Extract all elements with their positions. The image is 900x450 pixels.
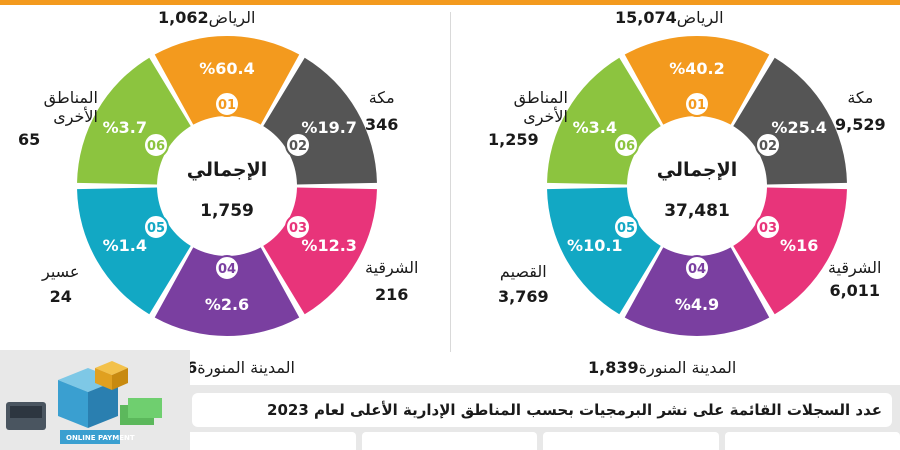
center-title: الإجمالي xyxy=(187,159,268,181)
slice-number-badge xyxy=(214,91,240,117)
slice-number-badge xyxy=(684,91,710,117)
slice-percent-label: %2.6 xyxy=(205,295,249,314)
left-label-others: المناطق الأخرى 65 xyxy=(18,88,98,149)
right-label-qassim: القصيم 3,769 xyxy=(498,262,549,306)
center-total: 1,759 xyxy=(200,201,254,221)
slice-number-label: 05 xyxy=(147,221,165,236)
slice-number-label: 06 xyxy=(147,139,165,154)
right-label-sharqiya: الشرقية 6,011 xyxy=(828,258,882,300)
slice-number-label: 01 xyxy=(688,98,706,113)
slice-number-badge xyxy=(285,214,312,240)
footer-strip-cell xyxy=(361,432,537,450)
slice-number-badge xyxy=(142,214,169,240)
left-donut-chart: %60.4 01 %19.7 02 %12.303 %2.6 04 %1.405 %3.706 ا… xyxy=(77,36,377,336)
left-label-sharqiya: الشرقية 216 xyxy=(365,258,419,304)
footer-strip-cell xyxy=(543,432,719,450)
slice-number-label: 03 xyxy=(289,221,307,236)
online-payment-badge: ONLINE PAYMENT xyxy=(66,434,135,442)
slice-number-badge xyxy=(612,214,639,240)
slice-number-label: 04 xyxy=(688,262,706,277)
slice-percent-label: %60.4 xyxy=(199,59,255,78)
right-label-madinah: المدينة المنورة1,839 xyxy=(588,358,737,377)
right-label-riyadh: الرياض15,074 xyxy=(615,8,724,27)
donut-center xyxy=(159,118,295,254)
donut-slice xyxy=(624,36,770,125)
slice-percent-label: %4.9 xyxy=(675,295,719,314)
slice-number-label: 06 xyxy=(617,139,635,154)
slice-number-badge xyxy=(612,132,639,158)
left-label-asir: عسير 24 xyxy=(42,262,80,306)
slice-percent-label: %19.7 xyxy=(301,118,357,137)
footer-title: عدد السجلات القائمة على نشر البرمجيات بح… xyxy=(192,393,892,427)
slice-percent-label: %40.2 xyxy=(669,59,725,78)
right-label-makkah: مكة 9,529 xyxy=(835,88,886,134)
donut-center xyxy=(629,118,765,254)
donut-slice xyxy=(154,247,300,336)
slice-number-label: 02 xyxy=(759,139,777,154)
online-payment-illustration: ONLINE PAYMENT xyxy=(0,350,190,450)
top-accent-bar xyxy=(0,0,900,5)
slice-percent-label: %16 xyxy=(780,236,818,255)
slice-number-label: 02 xyxy=(289,139,307,154)
slice-percent-label: %1.4 xyxy=(103,236,147,255)
slice-number-badge xyxy=(142,132,169,158)
center-total: 37,481 xyxy=(664,201,730,221)
slice-percent-label: %3.4 xyxy=(573,118,617,137)
footer-strip xyxy=(180,432,900,450)
center-title: الإجمالي xyxy=(657,159,738,181)
slice-percent-label: %12.3 xyxy=(301,236,357,255)
right-label-others: المناطق الأخرى 1,259 xyxy=(488,88,568,149)
slice-percent-label: %25.4 xyxy=(771,118,827,137)
slice-number-badge xyxy=(755,214,782,240)
slice-number-label: 04 xyxy=(218,262,236,277)
donut-slice xyxy=(624,247,770,336)
slice-percent-label: %10.1 xyxy=(567,236,623,255)
donut-slice xyxy=(154,36,300,125)
slice-number-badge xyxy=(684,255,710,281)
slice-number-badge xyxy=(755,132,782,158)
slice-number-label: 03 xyxy=(759,221,777,236)
slice-number-badge xyxy=(214,255,240,281)
slice-number-label: 01 xyxy=(218,98,236,113)
footer-strip-cell xyxy=(724,432,900,450)
left-label-riyadh: الرياض1,062 xyxy=(158,8,256,27)
slice-number-badge xyxy=(285,132,312,158)
slice-number-label: 05 xyxy=(617,221,635,236)
footer-strip-cell xyxy=(180,432,356,450)
left-label-makkah: مكة 346 xyxy=(365,88,399,134)
chart-divider xyxy=(450,12,451,352)
slice-percent-label: %3.7 xyxy=(103,118,147,137)
